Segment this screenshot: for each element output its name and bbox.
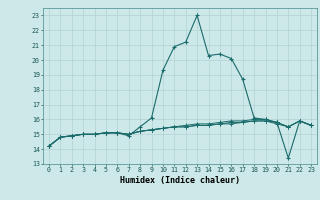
X-axis label: Humidex (Indice chaleur): Humidex (Indice chaleur) [120, 176, 240, 185]
